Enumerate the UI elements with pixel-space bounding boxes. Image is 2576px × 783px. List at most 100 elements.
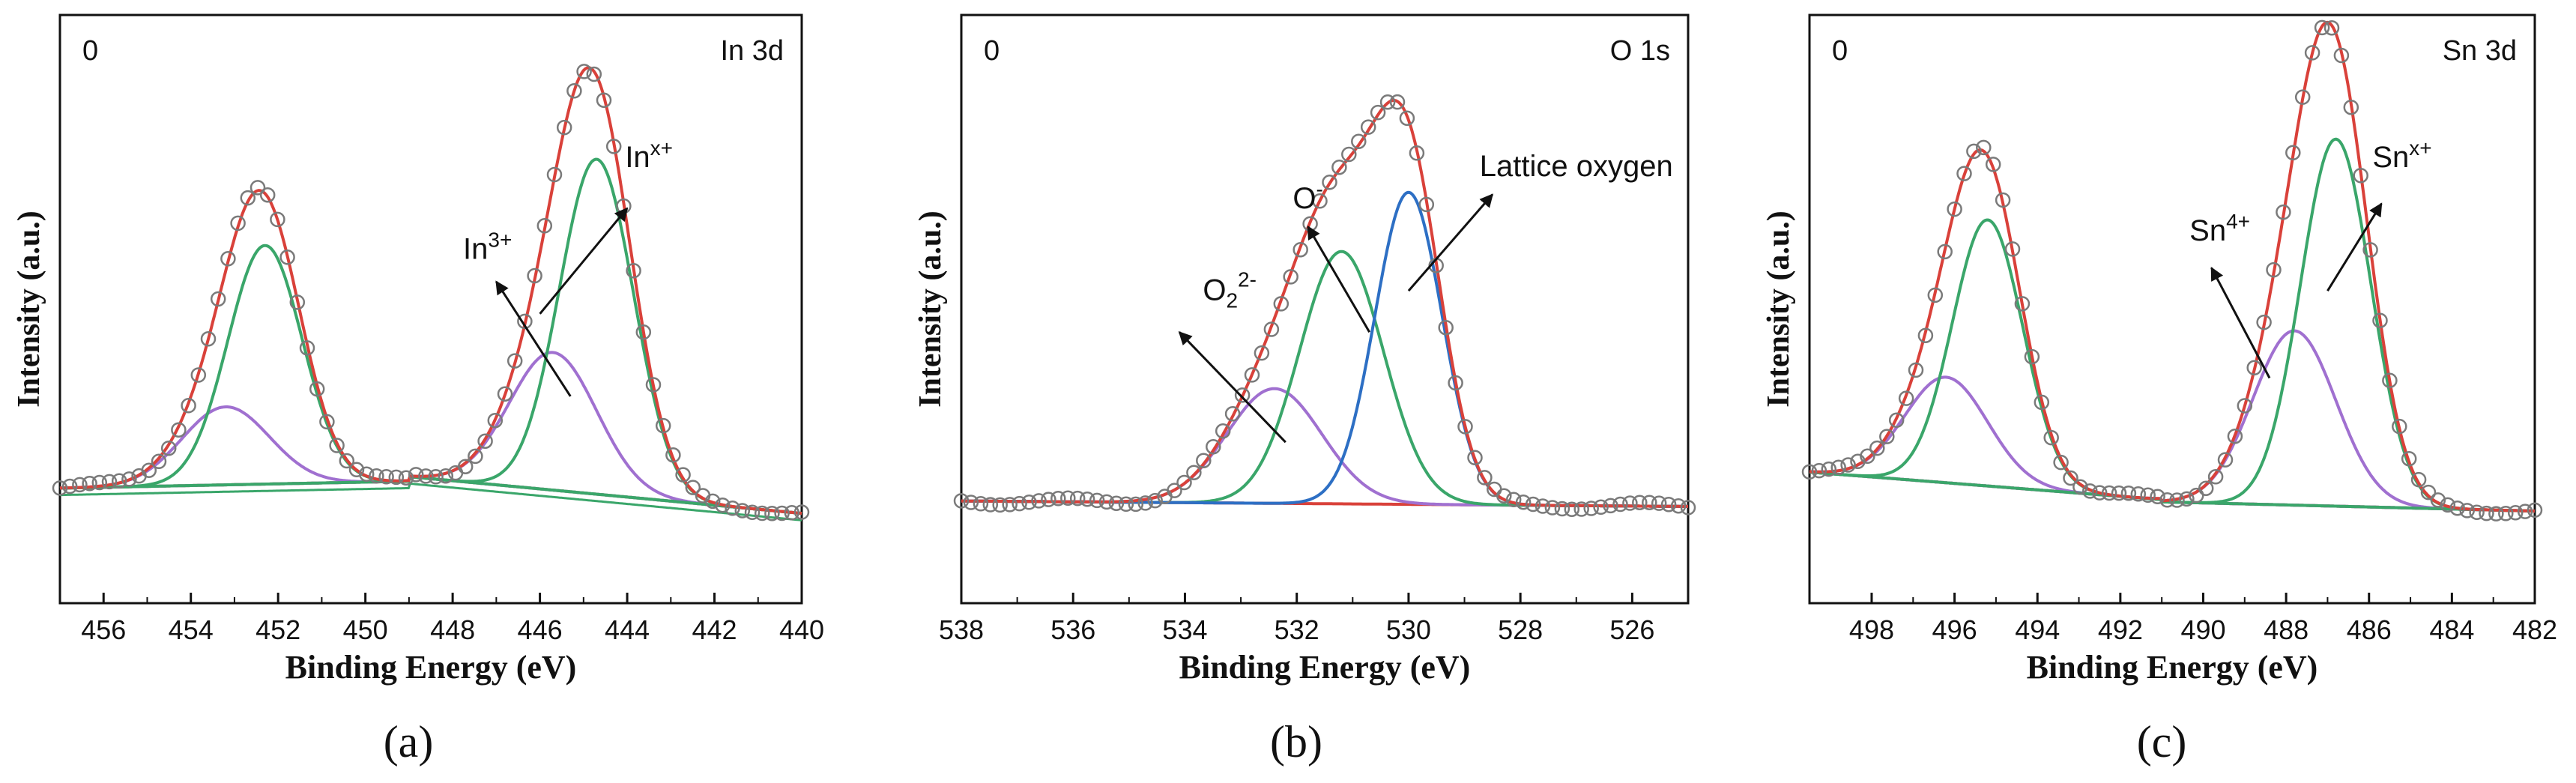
annotation-arrow xyxy=(2326,202,2383,291)
data-point xyxy=(1128,496,1144,513)
data-point xyxy=(2440,497,2456,513)
data-point xyxy=(2401,450,2417,467)
data-point xyxy=(1660,496,1677,513)
data-point xyxy=(2527,502,2543,519)
x-tick-label: 446 xyxy=(518,614,563,645)
data-point xyxy=(468,448,483,465)
data-point xyxy=(1467,450,1483,466)
data-point xyxy=(151,453,167,470)
data-point xyxy=(1312,193,1328,209)
component-peak xyxy=(59,157,802,516)
data-point xyxy=(1680,500,1696,516)
data-point xyxy=(982,497,999,513)
corner-label: 0 xyxy=(1832,35,1848,67)
data-point xyxy=(764,506,780,522)
plot-frame xyxy=(1808,13,2536,605)
x-tick-label: 494 xyxy=(2015,614,2060,645)
annotation-arrow xyxy=(495,280,572,397)
data-point xyxy=(2053,454,2069,471)
data-point xyxy=(1976,139,1992,156)
data-point xyxy=(1927,287,1944,303)
annotation-arrow xyxy=(539,207,629,315)
corner-label: 0 xyxy=(82,35,98,67)
data-point xyxy=(2101,485,2117,501)
data-point xyxy=(1869,440,1885,456)
data-point xyxy=(774,505,790,522)
data-point xyxy=(388,469,405,486)
data-point xyxy=(1041,492,1056,507)
x-tick-label: 490 xyxy=(2180,614,2225,645)
x-tick-label: 442 xyxy=(692,614,737,645)
data-point xyxy=(2159,492,2175,508)
data-point xyxy=(438,468,454,484)
x-tick-label: 444 xyxy=(605,614,650,645)
data-point xyxy=(665,447,681,463)
data-point xyxy=(279,250,295,265)
data-point xyxy=(200,331,217,347)
data-point xyxy=(1224,406,1241,422)
data-point xyxy=(517,313,533,330)
data-point xyxy=(2217,452,2234,468)
data-point xyxy=(1186,465,1202,480)
x-tick-label: 498 xyxy=(1849,614,1894,645)
x-tick-label: 456 xyxy=(81,614,126,645)
data-point xyxy=(358,466,375,482)
data-point xyxy=(1651,495,1667,511)
data-point xyxy=(1379,94,1396,110)
x-tick-label: 454 xyxy=(169,614,214,645)
background-line-2 xyxy=(60,482,802,522)
data-point xyxy=(2362,242,2378,258)
x-tick-label: 536 xyxy=(1050,614,1095,645)
data-point xyxy=(2343,99,2359,115)
x-tick-label: 484 xyxy=(2429,614,2474,645)
data-point xyxy=(2024,348,2040,365)
data-point xyxy=(457,459,474,474)
data-point xyxy=(1147,492,1163,509)
data-point xyxy=(1012,495,1027,512)
data-point xyxy=(2276,204,2291,220)
data-point xyxy=(270,211,285,228)
data-point xyxy=(1331,159,1347,175)
y-axis-label: Intensity (a.u.) xyxy=(1762,211,1796,408)
data-point xyxy=(536,218,553,234)
data-point xyxy=(2130,486,2147,502)
data-point xyxy=(1273,296,1289,312)
data-point xyxy=(1908,362,1924,378)
data-point xyxy=(754,505,770,522)
panel-b: 0 O 1s 538 536 534 532 530 528 526 Binding Energy… xyxy=(913,13,1696,767)
data-point xyxy=(784,505,800,521)
data-point xyxy=(82,475,97,492)
data-point xyxy=(72,477,88,493)
data-point xyxy=(1060,490,1076,507)
data-point xyxy=(2410,471,2427,488)
data-point xyxy=(1370,104,1386,121)
data-point xyxy=(2382,372,2398,389)
component-peak xyxy=(961,250,1688,508)
data-point xyxy=(1457,419,1473,435)
data-point xyxy=(101,474,118,490)
panel-caption: (c) xyxy=(2137,717,2187,767)
data-point xyxy=(2120,486,2137,501)
data-point xyxy=(1351,133,1367,149)
data-point xyxy=(2449,500,2465,516)
data-point xyxy=(2198,480,2214,496)
data-point xyxy=(1840,457,1856,473)
data-point xyxy=(210,291,226,307)
data-point xyxy=(309,381,325,397)
data-point xyxy=(1612,496,1628,513)
data-point xyxy=(2082,483,2098,499)
data-point xyxy=(1118,496,1134,513)
x-tick-label: 482 xyxy=(2512,614,2557,645)
data-point xyxy=(1670,498,1687,514)
data-point xyxy=(1322,175,1337,190)
data-point xyxy=(348,462,365,478)
data-point xyxy=(2246,360,2262,376)
fit-envelope xyxy=(59,66,802,516)
data-point xyxy=(250,180,266,196)
data-point xyxy=(1079,491,1095,507)
data-point xyxy=(339,453,355,469)
data-point xyxy=(2517,504,2533,519)
data-point xyxy=(2314,19,2330,36)
data-point xyxy=(973,496,989,512)
